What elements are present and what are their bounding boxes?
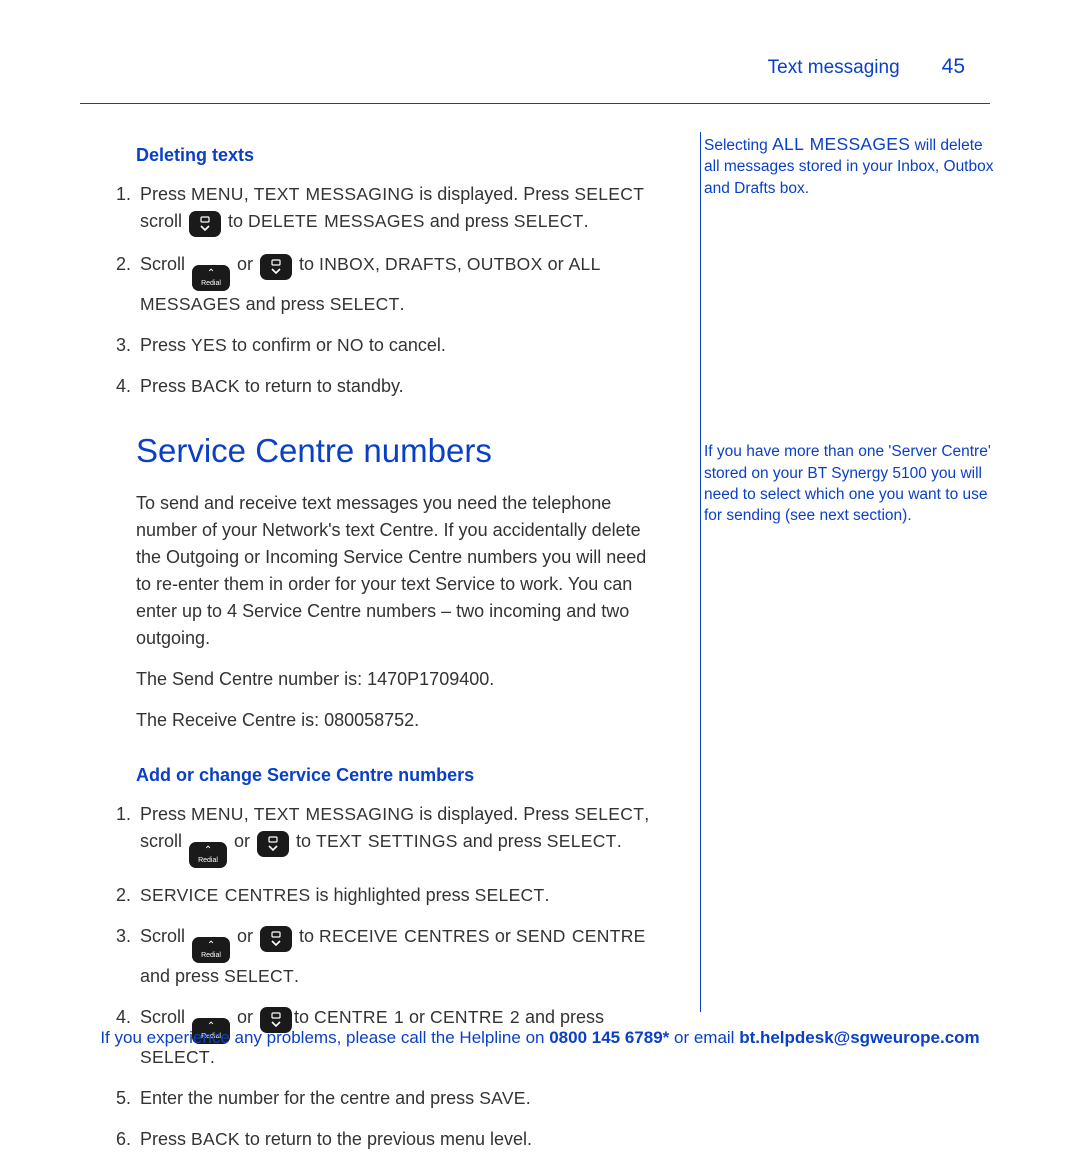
down-key-icon (260, 254, 292, 280)
step: Press MENU, TEXT MESSAGING is displayed.… (136, 801, 660, 868)
sidebar: Selecting ALL MESSAGES will delete all m… (688, 132, 998, 1171)
step: Press BACK to return to the previous men… (136, 1126, 660, 1153)
helpline-email: bt.helpdesk@sgweurope.com (739, 1028, 979, 1047)
sidebar-spacer (704, 199, 998, 441)
down-key-icon (257, 831, 289, 857)
step: Enter the number for the centre and pres… (136, 1085, 660, 1112)
main-column: Deleting texts Press MENU, TEXT MESSAGIN… (80, 132, 660, 1171)
step: Press YES to confirm or NO to cancel. (136, 332, 660, 359)
down-key-icon (189, 211, 221, 237)
body-text: The Send Centre number is: 1470P1709400. (136, 666, 660, 693)
footer-helpline: If you experience any problems, please c… (0, 1028, 1080, 1048)
sidebar-note: Selecting ALL MESSAGES will delete all m… (704, 132, 998, 199)
page-header: Text messaging 45 (60, 55, 1020, 79)
step: Scroll ⌃Redial or to INBOX, DRAFTS, OUTB… (136, 251, 660, 318)
redial-up-key-icon: ⌃Redial (192, 937, 230, 963)
manual-page: Text messaging 45 Deleting texts Press M… (0, 0, 1080, 1080)
content-columns: Deleting texts Press MENU, TEXT MESSAGIN… (80, 132, 1020, 1171)
redial-up-key-icon: ⌃Redial (189, 842, 227, 868)
heading-add-change: Add or change Service Centre numbers (136, 762, 660, 789)
step: SERVICE CENTRES is highlighted press SEL… (136, 882, 660, 909)
steps-add-change: Press MENU, TEXT MESSAGING is displayed.… (80, 801, 660, 1153)
body-text: To send and receive text messages you ne… (136, 490, 660, 652)
heading-service-centre: Service Centre numbers (136, 426, 660, 476)
redial-up-key-icon: ⌃Redial (192, 265, 230, 291)
step: Scroll ⌃Redial or to RECEIVE CENTRES or … (136, 923, 660, 990)
page-number: 45 (942, 55, 965, 79)
column-divider (700, 132, 701, 1012)
down-key-icon (260, 926, 292, 952)
helpline-phone: 0800 145 6789* (549, 1028, 669, 1047)
sidebar-note: If you have more than one 'Server Centre… (704, 441, 998, 527)
heading-deleting-texts: Deleting texts (136, 142, 660, 169)
header-rule (80, 103, 990, 104)
body-text: The Receive Centre is: 080058752. (136, 707, 660, 734)
steps-deleting: Press MENU, TEXT MESSAGING is displayed.… (80, 181, 660, 400)
step: Press MENU, TEXT MESSAGING is displayed.… (136, 181, 660, 237)
section-title: Text messaging (768, 57, 900, 79)
step: Press BACK to return to standby. (136, 373, 660, 400)
